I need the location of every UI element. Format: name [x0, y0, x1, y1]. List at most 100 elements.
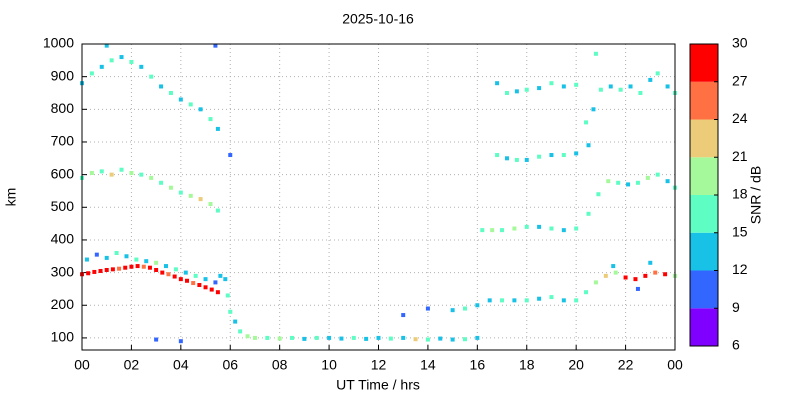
data-point	[149, 175, 154, 180]
y-tick-label: 900	[51, 67, 75, 83]
colorbar-tick-label: 21	[732, 148, 748, 164]
data-point	[401, 313, 406, 318]
data-point	[504, 90, 509, 95]
data-point	[584, 290, 589, 295]
colorbar-tick-label: 30	[732, 35, 748, 51]
data-point	[633, 277, 638, 282]
data-point	[635, 286, 640, 291]
data-point	[159, 180, 164, 185]
x-tick-label: 18	[519, 357, 535, 373]
colorbar-segment	[690, 308, 718, 346]
data-point	[638, 90, 643, 95]
data-point	[99, 64, 104, 69]
data-point	[149, 74, 154, 79]
data-point	[215, 126, 220, 131]
data-point	[364, 336, 369, 341]
data-point	[139, 172, 144, 177]
data-point	[376, 335, 381, 340]
data-point	[154, 260, 159, 265]
data-point	[655, 71, 660, 76]
data-point	[98, 268, 103, 273]
data-point	[593, 51, 598, 56]
data-point	[223, 277, 228, 282]
data-point	[628, 84, 633, 89]
data-point	[645, 175, 650, 180]
data-point	[213, 43, 218, 48]
data-point	[89, 71, 94, 76]
data-point	[584, 120, 589, 125]
data-point	[218, 273, 223, 278]
data-point	[524, 87, 529, 92]
data-point	[203, 285, 208, 290]
data-point	[119, 55, 124, 60]
data-point	[191, 281, 196, 286]
data-point	[135, 264, 140, 269]
data-point	[168, 90, 173, 95]
data-point	[586, 143, 591, 148]
data-point	[537, 296, 542, 301]
data-point	[462, 306, 467, 311]
colorbar-segment	[690, 270, 718, 309]
data-point	[92, 269, 97, 274]
data-point	[401, 335, 406, 340]
data-point	[104, 43, 109, 48]
x-tick-label: 02	[124, 357, 140, 373]
data-point	[665, 84, 670, 89]
data-point	[99, 169, 104, 174]
x-tick-label: 16	[470, 357, 486, 373]
data-point	[495, 153, 500, 158]
data-point	[549, 81, 554, 86]
data-point	[586, 211, 591, 216]
data-point	[603, 273, 608, 278]
y-tick-label: 700	[51, 133, 75, 149]
data-point	[124, 254, 129, 259]
x-tick-label: 08	[272, 357, 288, 373]
data-point	[574, 226, 579, 231]
x-tick-label: 22	[618, 357, 634, 373]
y-axis-label: km	[3, 188, 19, 207]
y-tick-label: 100	[51, 329, 75, 345]
data-point	[561, 228, 566, 233]
data-point	[94, 252, 99, 257]
data-point	[549, 153, 554, 158]
data-point	[663, 272, 668, 277]
data-point	[225, 293, 230, 298]
colorbar-segment	[690, 195, 718, 233]
data-point	[110, 267, 115, 272]
chart-title: 2025-10-16	[342, 11, 414, 27]
data-point	[462, 337, 467, 342]
data-point	[512, 298, 517, 303]
data-point	[593, 280, 598, 285]
data-point	[104, 255, 109, 260]
data-point	[197, 283, 202, 288]
data-point	[233, 319, 238, 324]
data-point	[648, 260, 653, 265]
data-point	[561, 84, 566, 89]
data-point	[653, 270, 658, 275]
data-point	[450, 337, 455, 342]
data-point	[154, 337, 159, 342]
data-point	[178, 97, 183, 102]
data-point	[154, 267, 159, 272]
data-point	[178, 190, 183, 195]
data-point	[606, 179, 611, 184]
y-tick-label: 800	[51, 100, 75, 116]
data-point	[178, 339, 183, 344]
data-point	[173, 267, 178, 272]
data-point	[123, 265, 128, 270]
data-point	[134, 257, 139, 262]
data-point	[188, 102, 193, 107]
data-point	[388, 336, 393, 341]
data-point	[188, 193, 193, 198]
x-tick-label: 12	[371, 357, 387, 373]
x-tick-label: 06	[222, 357, 238, 373]
colorbar-tick-label: 12	[732, 261, 748, 277]
y-tick-label: 400	[51, 231, 75, 247]
colorbar-label: SNR / dB	[748, 166, 764, 224]
data-point	[339, 336, 344, 341]
data-point	[144, 259, 149, 264]
data-point	[172, 274, 177, 279]
data-point	[512, 226, 517, 231]
colorbar-tick-label: 9	[732, 299, 740, 315]
data-point	[119, 167, 124, 172]
